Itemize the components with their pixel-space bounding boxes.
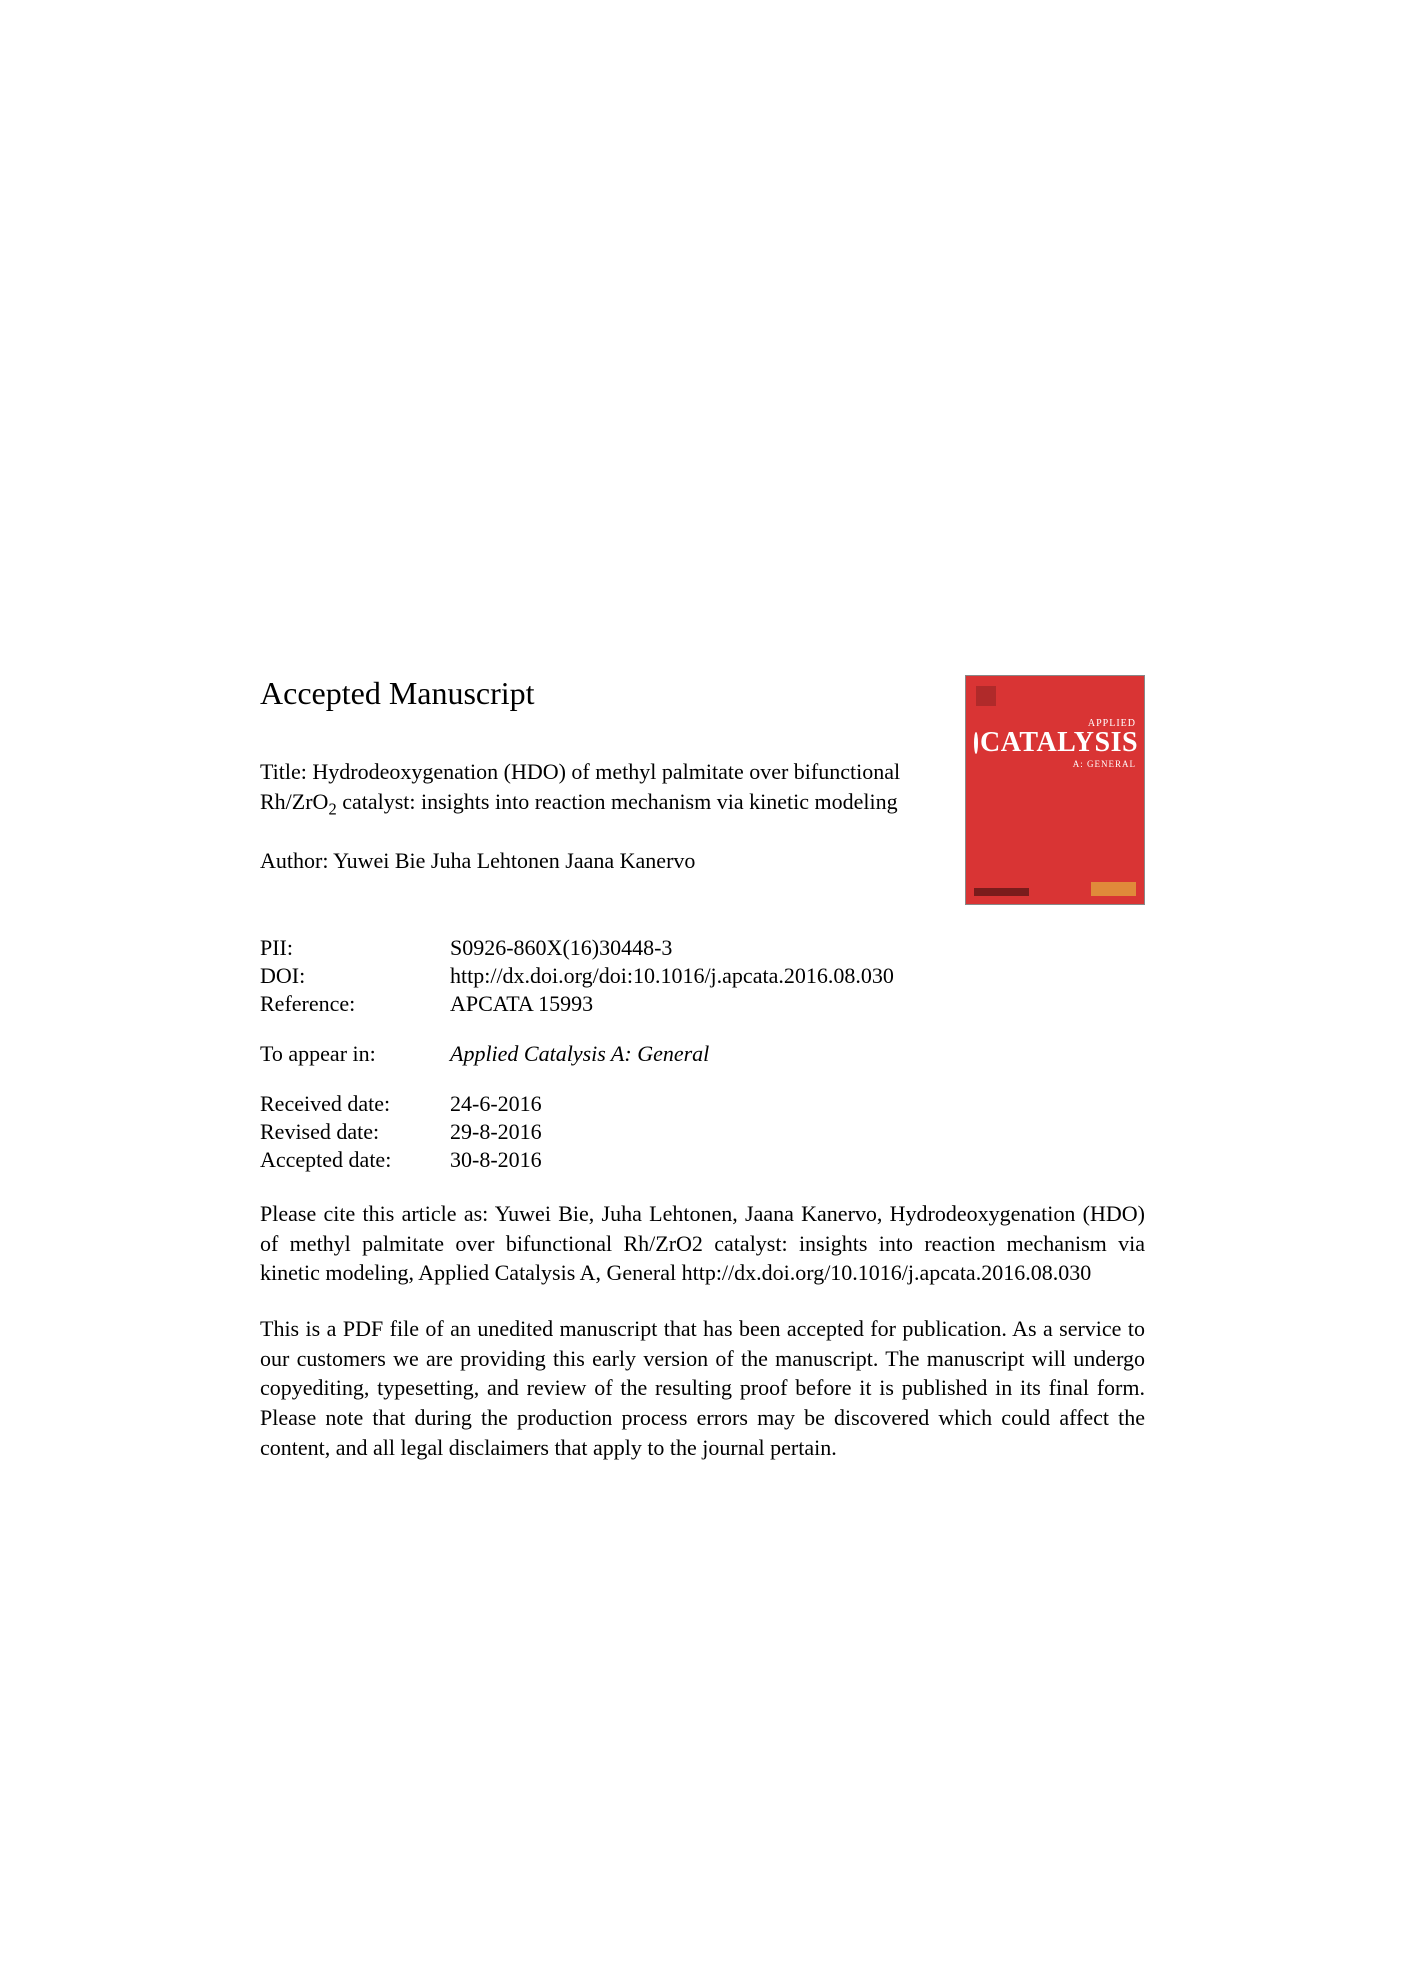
cover-bottom (974, 882, 1136, 896)
title-suffix: catalyst: insights into reaction mechani… (337, 789, 898, 814)
accepted-label: Accepted date: (260, 1147, 450, 1173)
cover-title: APPLIED CATALYSIS A: GENERAL (974, 718, 1136, 769)
journal-cover: APPLIED CATALYSIS A: GENERAL (965, 675, 1145, 905)
received-label: Received date: (260, 1091, 450, 1117)
author-line: Author: Yuwei Bie Juha Lehtonen Jaana Ka… (260, 848, 945, 874)
revised-label: Revised date: (260, 1119, 450, 1145)
reference-label: Reference: (260, 991, 450, 1017)
meta-row-reference: Reference: APCATA 15993 (260, 991, 1145, 1017)
citation-paragraph: Please cite this article as: Yuwei Bie, … (260, 1199, 1145, 1288)
disclaimer-paragraph: This is a PDF file of an unedited manusc… (260, 1314, 1145, 1462)
sciencedirect-icon (1091, 882, 1136, 896)
page-heading: Accepted Manuscript (260, 675, 945, 712)
cover-general-text: A: GENERAL (974, 759, 1136, 769)
cover-bar-icon (974, 888, 1029, 896)
pii-value: S0926-860X(16)30448-3 (450, 935, 1145, 961)
header-row: Accepted Manuscript Title: Hydrodeoxygen… (260, 675, 1145, 905)
appear-value: Applied Catalysis A: General (450, 1041, 1145, 1067)
title-subscript: 2 (328, 799, 336, 818)
meta-row-revised: Revised date: 29-8-2016 (260, 1119, 1145, 1145)
meta-row-received: Received date: 24-6-2016 (260, 1091, 1145, 1117)
meta-row-doi: DOI: http://dx.doi.org/doi:10.1016/j.apc… (260, 963, 1145, 989)
publisher-logo-icon (976, 686, 996, 706)
cover-catalysis-label: CATALYSIS (980, 727, 1138, 759)
cover-circle-icon (974, 732, 978, 754)
appear-label: To appear in: (260, 1041, 450, 1067)
cover-catalysis-text: CATALYSIS (974, 727, 1136, 759)
doi-value[interactable]: http://dx.doi.org/doi:10.1016/j.apcata.2… (450, 963, 1145, 989)
doi-link[interactable]: http://dx.doi.org/doi:10.1016/j.apcata.2… (450, 963, 894, 988)
article-title: Title: Hydrodeoxygenation (HDO) of methy… (260, 757, 945, 820)
header-left: Accepted Manuscript Title: Hydrodeoxygen… (260, 675, 965, 874)
revised-value: 29-8-2016 (450, 1119, 1145, 1145)
doi-label: DOI: (260, 963, 450, 989)
metadata-table: PII: S0926-860X(16)30448-3 DOI: http://d… (260, 935, 1145, 1173)
meta-row-accepted: Accepted date: 30-8-2016 (260, 1147, 1145, 1173)
reference-value: APCATA 15993 (450, 991, 1145, 1017)
meta-row-pii: PII: S0926-860X(16)30448-3 (260, 935, 1145, 961)
meta-row-appear: To appear in: Applied Catalysis A: Gener… (260, 1041, 1145, 1067)
manuscript-page: Accepted Manuscript Title: Hydrodeoxygen… (260, 675, 1145, 1463)
pii-label: PII: (260, 935, 450, 961)
accepted-value: 30-8-2016 (450, 1147, 1145, 1173)
received-value: 24-6-2016 (450, 1091, 1145, 1117)
